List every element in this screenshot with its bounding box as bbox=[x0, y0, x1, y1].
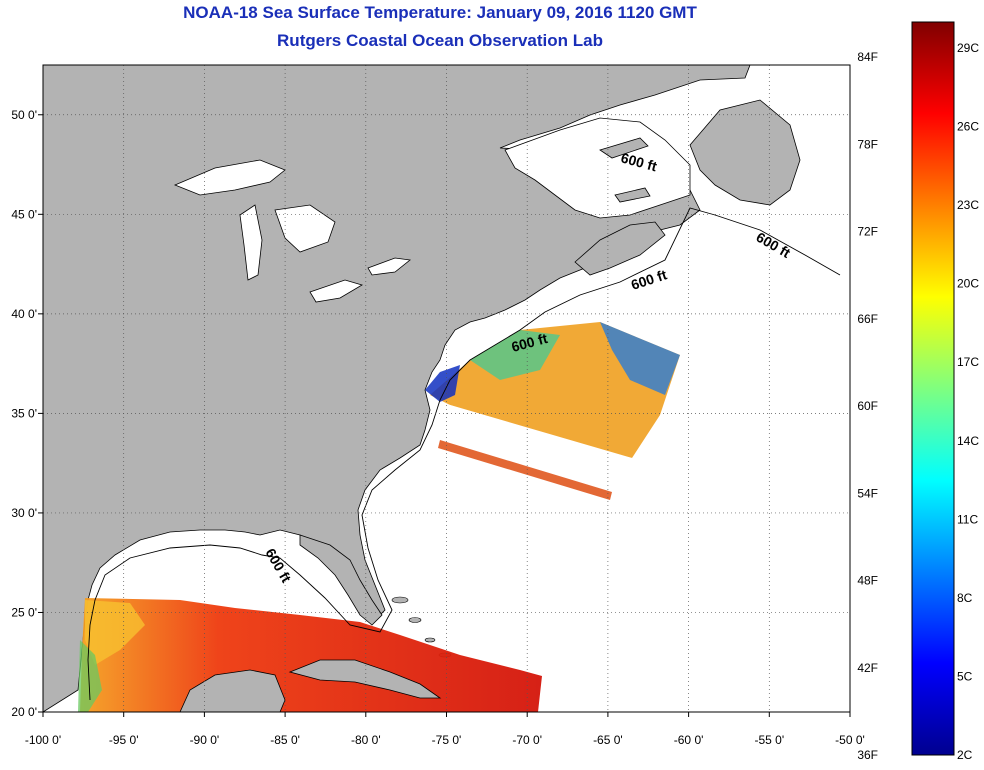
sst-swath-atlantic-nearshore bbox=[425, 365, 460, 402]
longitude-tick-label: -75 0' bbox=[432, 733, 462, 747]
land-yucatan-over bbox=[179, 669, 286, 712]
fahrenheit-label: 78F bbox=[857, 137, 878, 151]
celsius-label: 29C bbox=[957, 41, 979, 55]
sst-swath-gulf-green-edge bbox=[78, 640, 102, 712]
latitude-tick-label: 30 0' bbox=[11, 506, 37, 520]
fahrenheit-label: 66F bbox=[857, 312, 878, 326]
fahrenheit-label: 48F bbox=[857, 574, 878, 588]
anticosti-island bbox=[599, 137, 649, 159]
land-cuba-over bbox=[288, 659, 442, 699]
latitude-tick-label: 20 0' bbox=[11, 705, 37, 719]
fahrenheit-label: 60F bbox=[857, 399, 878, 413]
celsius-label: 5C bbox=[957, 669, 973, 683]
celsius-labels: 29C 26C 23C 20C 17C 14C 11C 8C 5C 2C bbox=[957, 41, 979, 762]
isobath-600ft bbox=[87, 207, 841, 701]
fahrenheit-labels: 84F 78F 72F 66F 60F 54F 48F 42F 36F bbox=[857, 50, 878, 762]
land-nova-scotia bbox=[574, 221, 666, 276]
sst-swath-gulf bbox=[80, 598, 542, 712]
sst-map: 600 ft 600 ft 600 ft 600 ft 600 ft -100 … bbox=[11, 50, 878, 762]
longitude-tick-label: -85 0' bbox=[270, 733, 300, 747]
longitude-tick-label: -50 0' bbox=[835, 733, 865, 747]
latitude-tick-label: 35 0' bbox=[11, 406, 37, 420]
longitude-tick-label: -60 0' bbox=[674, 733, 704, 747]
celsius-label: 11C bbox=[957, 512, 978, 526]
land-newfoundland bbox=[689, 99, 801, 206]
longitude-tick-label: -70 0' bbox=[512, 733, 542, 747]
swath-gap bbox=[440, 402, 632, 475]
longitude-ticks: -100 0' -95 0' -90 0' -85 0' -80 0' -75 0' -70… bbox=[25, 712, 865, 747]
fahrenheit-label: 72F bbox=[857, 225, 878, 239]
latitude-tick-label: 50 0' bbox=[11, 108, 37, 122]
map-subtitle: Rutgers Coastal Ocean Observation Lab bbox=[277, 31, 603, 50]
celsius-label: 2C bbox=[957, 748, 973, 762]
latitude-tick-label: 25 0' bbox=[11, 605, 37, 619]
longitude-tick-label: -80 0' bbox=[351, 733, 381, 747]
celsius-label: 14C bbox=[957, 434, 979, 448]
longitude-tick-label: -65 0' bbox=[593, 733, 623, 747]
longitude-tick-label: -100 0' bbox=[25, 733, 61, 747]
celsius-label: 8C bbox=[957, 591, 973, 605]
great-lakes bbox=[173, 159, 411, 303]
fahrenheit-label: 54F bbox=[857, 486, 878, 500]
land-florida bbox=[299, 534, 383, 626]
graticule bbox=[43, 65, 850, 712]
celsius-label: 26C bbox=[957, 120, 979, 134]
fahrenheit-label: 36F bbox=[857, 748, 878, 762]
prince-edward-island bbox=[614, 187, 651, 203]
sst-thin-strip bbox=[438, 440, 612, 500]
latitude-tick-label: 40 0' bbox=[11, 307, 37, 321]
fahrenheit-label: 84F bbox=[857, 50, 878, 64]
latitude-ticks: 50 0' 45 0' 40 0' 35 0' 30 0' 25 0' 20 0' bbox=[11, 108, 43, 719]
celsius-label: 23C bbox=[957, 198, 979, 212]
fahrenheit-label: 42F bbox=[857, 661, 878, 675]
celsius-label: 17C bbox=[957, 355, 979, 369]
colorbar-gradient bbox=[911, 21, 955, 756]
sst-swath-gulf-cool-patch bbox=[85, 600, 145, 665]
temperature-colorbar: 29C 26C 23C 20C 17C 14C 11C 8C 5C 2C bbox=[911, 21, 979, 762]
latitude-tick-label: 45 0' bbox=[11, 207, 37, 221]
celsius-label: 20C bbox=[957, 277, 979, 291]
longitude-tick-label: -90 0' bbox=[190, 733, 220, 747]
sst-swath-atlantic-cool bbox=[600, 322, 680, 395]
longitude-tick-label: -95 0' bbox=[109, 733, 139, 747]
map-title: NOAA-18 Sea Surface Temperature: January… bbox=[183, 3, 697, 22]
longitude-tick-label: -55 0' bbox=[754, 733, 784, 747]
sst-swath-atlantic-green bbox=[470, 330, 560, 380]
